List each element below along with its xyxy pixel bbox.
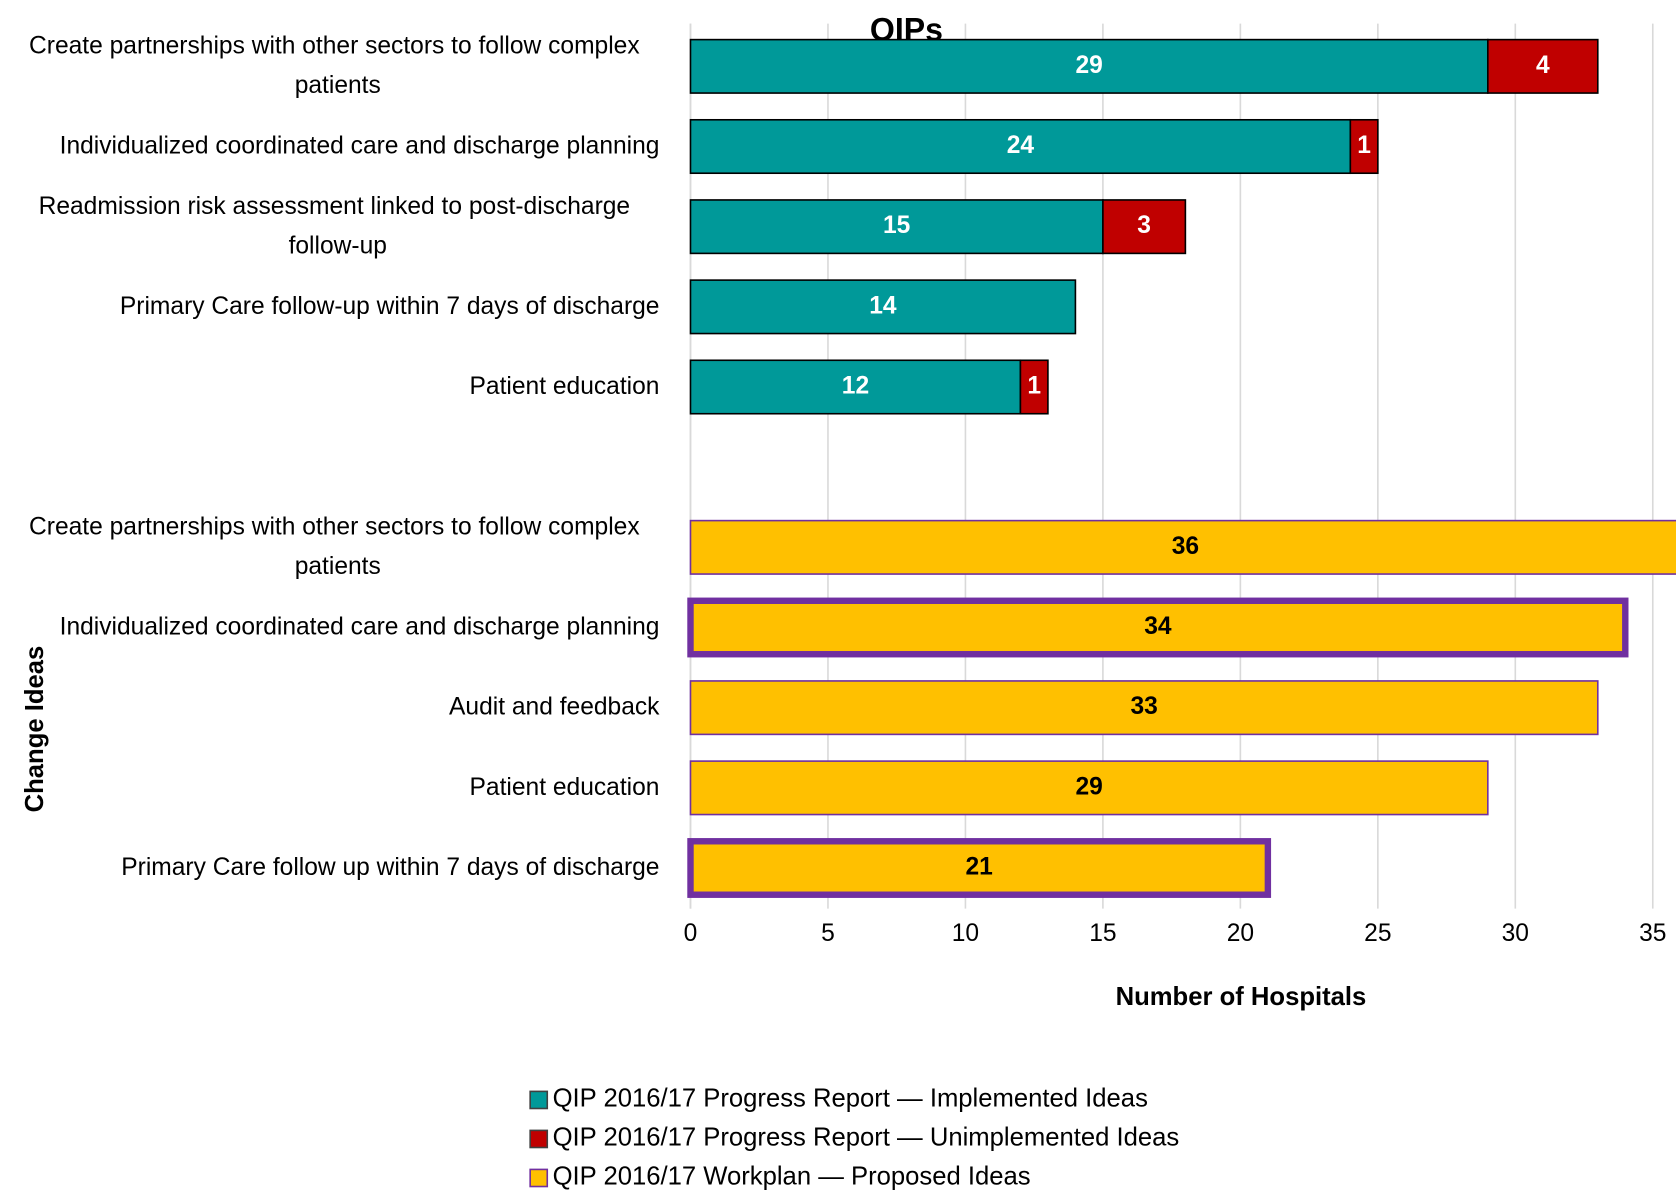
y-tick-label: Readmission risk assessment linked to po… [39, 192, 637, 259]
bar [687, 597, 1629, 658]
y-tick-label: Create partnerships with other sectors t… [29, 513, 646, 580]
bar [687, 838, 1272, 898]
x-tick-label: 30 [1502, 920, 1529, 947]
legend-swatch [529, 1090, 549, 1110]
y-tick-label: Individualized coordinated care and disc… [60, 613, 660, 640]
legend-swatch [529, 1129, 549, 1149]
bar [689, 519, 1676, 575]
legend-label: QIP 2016/17 Progress Report — Unimplemen… [553, 1124, 1180, 1152]
data-label: 34 [1144, 613, 1172, 640]
bar [689, 279, 1077, 335]
bar [1102, 199, 1187, 255]
x-tick-label: 25 [1364, 920, 1391, 947]
data-label: 33 [1130, 693, 1157, 720]
x-tick-label: 5 [821, 920, 835, 947]
bar [689, 760, 1489, 816]
bar [689, 38, 1489, 94]
data-label: 1 [1027, 373, 1041, 400]
data-label: 29 [1075, 773, 1102, 800]
legend-label: QIP 2016/17 Progress Report — Implemente… [553, 1085, 1148, 1113]
y-tick-label: Patient education [470, 373, 660, 400]
data-label: 15 [883, 212, 910, 239]
bar [689, 199, 1104, 255]
data-label: 36 [1172, 533, 1199, 560]
legend-label: QIP 2016/17 Workplan — Proposed Ideas [553, 1163, 1031, 1191]
x-tick-label: 10 [952, 920, 979, 947]
data-label: 29 [1075, 52, 1102, 79]
legend-swatch [529, 1168, 549, 1188]
y-tick-label: Create partnerships with other sectors t… [29, 32, 646, 99]
data-label: 1 [1357, 132, 1371, 159]
x-tick-label: 20 [1227, 920, 1254, 947]
x-tick-label: 15 [1089, 920, 1116, 947]
y-axis-title: Change Ideas [21, 646, 49, 813]
x-tick-label: 35 [1639, 920, 1666, 947]
bar [689, 680, 1599, 736]
x-tick-label: 0 [684, 920, 698, 947]
data-label: 24 [1007, 132, 1035, 159]
y-tick-label: Primary Care follow up within 7 days of … [121, 853, 659, 880]
y-tick-label: Patient education [470, 773, 660, 800]
data-label: 14 [869, 292, 897, 319]
bar [1019, 359, 1049, 415]
bar [689, 118, 1352, 175]
data-label: 4 [1536, 52, 1550, 79]
y-tick-label: Audit and feedback [449, 693, 660, 720]
data-label: 21 [966, 853, 993, 880]
data-label: 3 [1137, 212, 1151, 239]
bar [1487, 38, 1599, 94]
data-label: 12 [842, 373, 869, 400]
y-tick-label: Individualized coordinated care and disc… [60, 132, 660, 159]
y-tick-label: Primary Care follow-up within 7 days of … [120, 292, 660, 319]
bar [1349, 118, 1379, 175]
x-axis-title: Number of Hospitals [1116, 983, 1367, 1011]
